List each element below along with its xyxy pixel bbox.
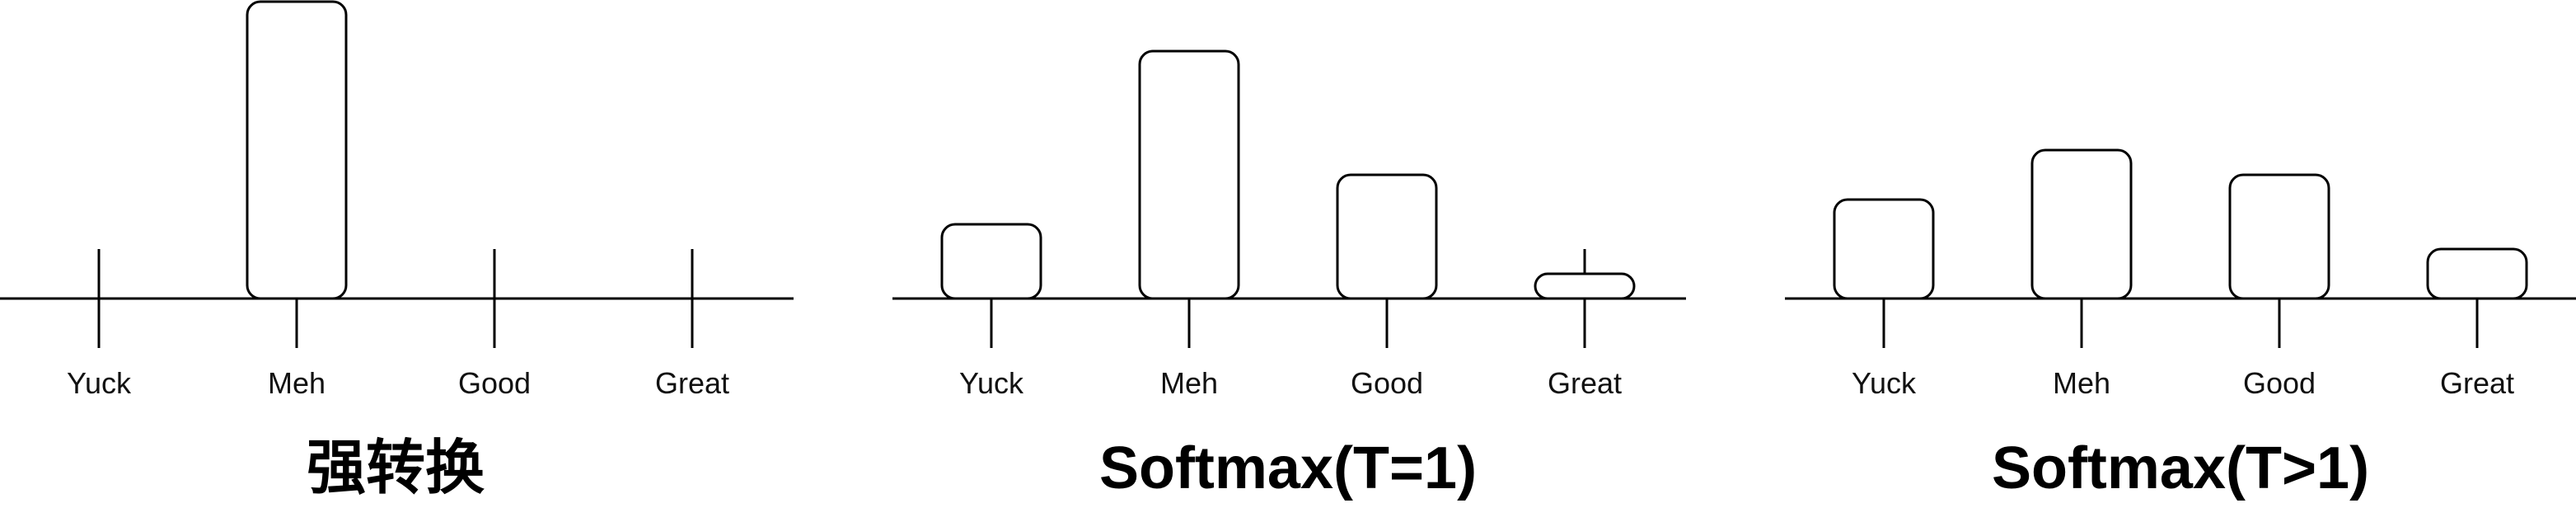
- tick-label: Meh: [2053, 366, 2110, 400]
- chart-panel-3: Yuck Meh Good Great Softmax(T>1): [1785, 148, 2576, 501]
- bar-yuck: [940, 223, 1042, 300]
- bar-yuck: [1833, 198, 1935, 300]
- bar-great: [2426, 247, 2528, 300]
- bar-good: [2228, 173, 2330, 300]
- bar-meh: [1138, 49, 1240, 300]
- chart-title: 强转换: [307, 435, 485, 501]
- bar-meh: [246, 0, 348, 300]
- tick-label: Yuck: [1852, 366, 1917, 400]
- tick-label: Good: [458, 366, 531, 400]
- tick-label: Great: [1548, 366, 1622, 400]
- tick-label: Great: [655, 366, 729, 400]
- chart-title: Softmax(T=1): [1099, 435, 1477, 501]
- chart-panel-1: Yuck Meh Good Great 强转换: [0, 0, 794, 501]
- chart-panel-2: Yuck Meh Good Great Softmax(T=1): [892, 49, 1686, 501]
- tick-label: Good: [2243, 366, 2316, 400]
- chart-title: Softmax(T>1): [1992, 435, 2369, 501]
- tick-label: Meh: [1160, 366, 1218, 400]
- tick-label: Meh: [268, 366, 326, 400]
- tick-label: Yuck: [959, 366, 1024, 400]
- bar-great: [1534, 272, 1636, 300]
- bar-good: [1336, 173, 1438, 300]
- bar-meh: [2030, 148, 2133, 300]
- tick-label: Great: [2440, 366, 2514, 400]
- tick-label: Yuck: [67, 366, 132, 400]
- tick-label: Good: [1351, 366, 1423, 400]
